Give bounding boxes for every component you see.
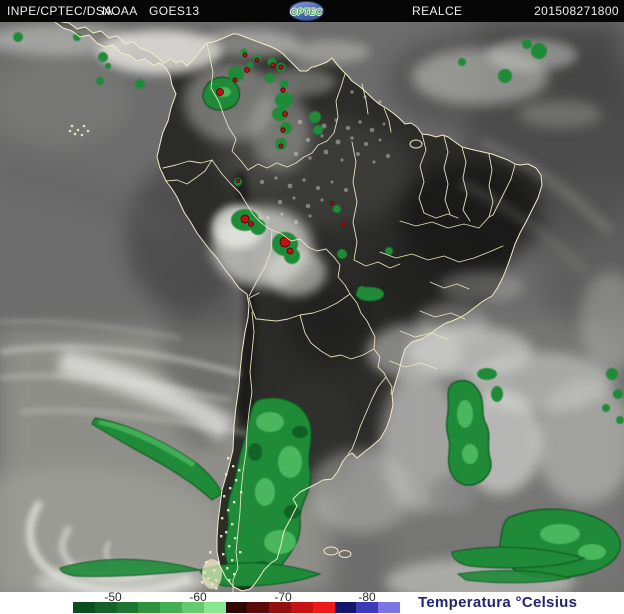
network-label: NOAA <box>102 4 138 18</box>
scale-footer: -50 -60 -70 -80 Temperatura °Celsius <box>0 590 624 614</box>
cptec-logo: CPTEC <box>289 1 324 21</box>
scale-segment <box>247 602 270 613</box>
scale-unit-label: Temperatura °Celsius <box>418 594 578 611</box>
scale-segment <box>203 602 226 613</box>
scale-segment <box>94 602 117 613</box>
satellite-label: GOES13 <box>149 4 200 18</box>
scale-segment <box>225 602 248 613</box>
scale-segment <box>378 602 400 613</box>
scale-segment <box>269 602 291 613</box>
scale-segment <box>334 602 357 613</box>
product-label: REALCE <box>412 4 463 18</box>
agency-label: INPE/CPTEC/DSA <box>7 4 113 18</box>
scale-segment <box>356 602 379 613</box>
enhancement-red-layer <box>216 52 347 255</box>
scale-tick: -70 <box>274 590 292 604</box>
snow-speckles <box>68 124 243 590</box>
scale-tick: -80 <box>358 590 376 604</box>
cloud-layer <box>0 24 624 592</box>
scale-tick: -50 <box>104 590 122 604</box>
satellite-map <box>0 22 624 592</box>
scale-segment <box>160 602 182 613</box>
border-layer <box>54 22 543 592</box>
scale-tick: -60 <box>189 590 207 604</box>
scale-segment <box>116 602 139 613</box>
scale-segment <box>138 602 161 613</box>
header-bar: INPE/CPTEC/DSA NOAA GOES13 CPTEC REALCE … <box>0 0 624 22</box>
scale-segment <box>181 602 204 613</box>
color-scale-bar <box>73 602 400 613</box>
scale-segment <box>290 602 313 613</box>
satellite-map-canvas <box>0 22 624 592</box>
popcorn-clouds <box>259 90 391 225</box>
cptec-logo-text: CPTEC <box>290 7 323 17</box>
scale-segment <box>312 602 335 613</box>
timestamp-label: 201508271800 <box>534 4 619 18</box>
scale-segment <box>73 602 95 613</box>
